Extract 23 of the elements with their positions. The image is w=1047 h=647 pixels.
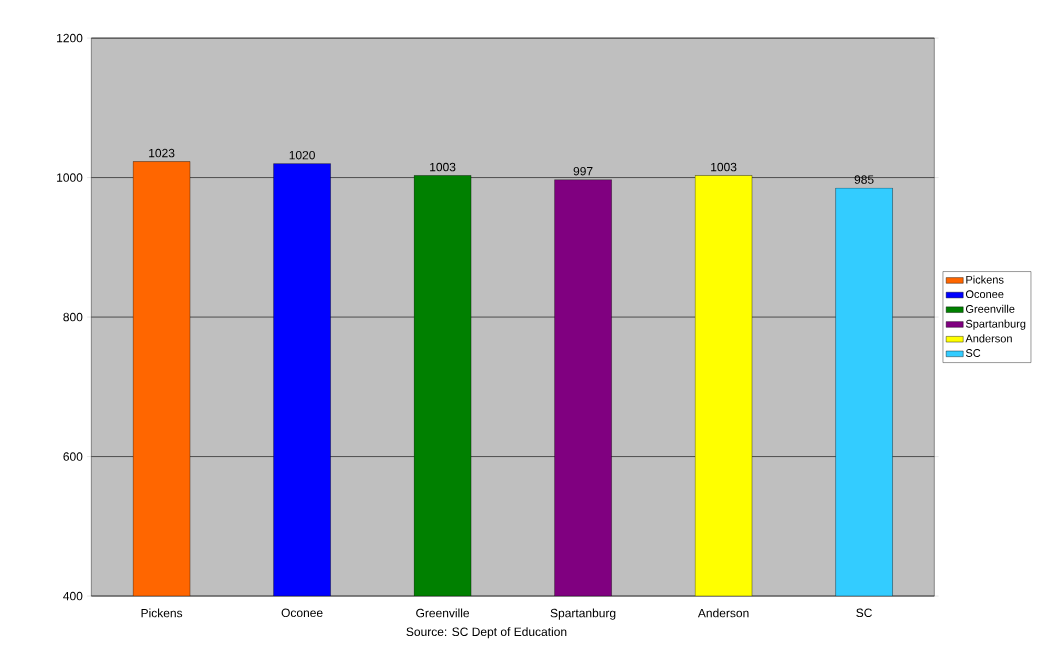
y-tick-label: 400 xyxy=(63,591,83,601)
source-note: Source: SC Dept of Education xyxy=(406,627,567,639)
x-tick-label: Spartanburg xyxy=(550,608,616,620)
y-tick-label: 600 xyxy=(63,452,83,461)
data-label: 1003 xyxy=(430,162,456,172)
y-tick-label: 800 xyxy=(63,312,83,322)
x-tick-label: Pickens xyxy=(141,608,183,618)
y-tick-label: 1200 xyxy=(57,33,83,43)
y-tick-label: 1000 xyxy=(57,173,83,182)
x-tick-label: Oconee xyxy=(281,608,323,618)
legend-label: Oconee xyxy=(965,290,1004,299)
x-tick-label: Greenville xyxy=(416,608,470,618)
legend-label: Anderson xyxy=(965,334,1012,343)
legend-label: SC xyxy=(965,349,981,357)
data-label: 997 xyxy=(573,166,593,176)
x-tick-label: Anderson xyxy=(697,608,749,618)
data-label: 1023 xyxy=(149,148,175,158)
x-tick-label: SC xyxy=(856,608,872,618)
legend-label: Greenville xyxy=(965,304,1015,313)
legend-label: Pickens xyxy=(966,275,1004,284)
data-label: 1020 xyxy=(289,150,315,160)
legend-label: Spartanburg xyxy=(965,319,1026,330)
data-label: 1003 xyxy=(711,162,737,172)
